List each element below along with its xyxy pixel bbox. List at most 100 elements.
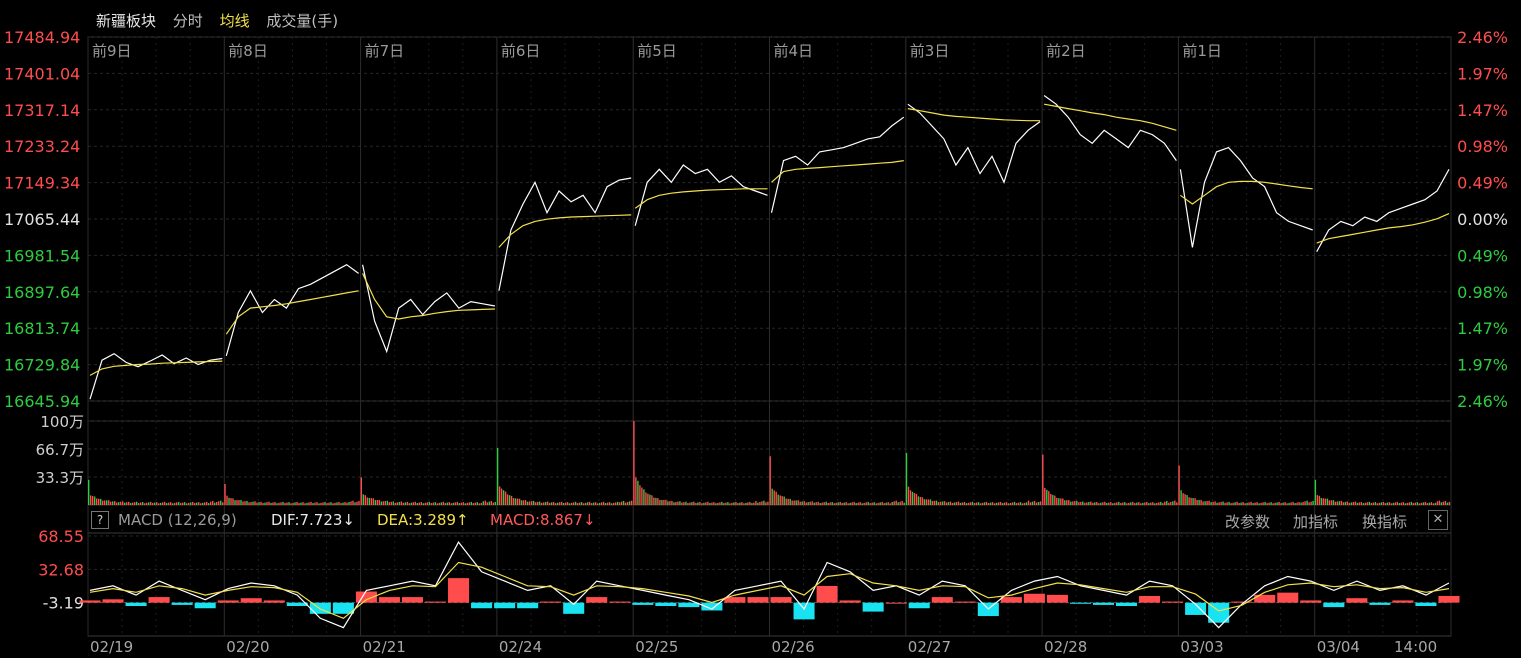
volume-bar (1242, 502, 1244, 505)
volume-bar (1346, 501, 1349, 505)
macd-bar (609, 601, 631, 603)
volume-bar (1120, 503, 1122, 505)
axis-labels: 17484.94 2.46% 17401.04 1.97% 17317.14 1.47% 1… (4, 28, 1508, 613)
volume-bar (975, 502, 978, 505)
volume-bar (1376, 503, 1379, 505)
volume-bar (322, 502, 324, 505)
price-tick-label: 17065.44 (4, 210, 80, 229)
volume-bar (905, 452, 908, 505)
close-icon[interactable]: ✕ (1428, 510, 1448, 530)
volume-bar (370, 498, 372, 505)
volume-bar (1005, 502, 1008, 505)
mode-label[interactable]: 分时 (172, 12, 203, 30)
volume-bar (442, 501, 444, 505)
volume-bar (735, 501, 737, 505)
volume-bar (166, 503, 168, 505)
price-line (225, 263, 359, 357)
volume-bar (639, 485, 641, 505)
volume-bar (362, 494, 364, 505)
day-label: 前4日 (774, 42, 814, 60)
macd-bar (1092, 602, 1115, 605)
volume-bar (637, 480, 639, 505)
volume-bar (1314, 479, 1317, 505)
volume-bar (260, 501, 262, 505)
volume-bar (1300, 502, 1302, 505)
volume-bar (626, 501, 629, 505)
price-line (362, 264, 496, 354)
volume-bar (1080, 501, 1082, 505)
volume-bar (1284, 502, 1286, 505)
volume-bar (1116, 502, 1118, 505)
volume-bar (594, 502, 597, 505)
volume-bar (647, 493, 649, 505)
volume-bar (707, 501, 709, 505)
volume-bar (717, 502, 719, 505)
avg-line-label[interactable]: 均线 (219, 12, 250, 30)
volume-bar (949, 501, 952, 505)
volume-bar (1164, 501, 1166, 505)
volume-bar (1338, 501, 1341, 505)
add-indicator-button[interactable]: 加指标 (1293, 513, 1339, 531)
volume-bar (1035, 502, 1038, 505)
volume-bar (869, 503, 871, 505)
volume-bar (697, 502, 699, 505)
macd-header: ? MACD (12,26,9) DIF:7.723↓ DEA:3.289↑ M… (88, 508, 1451, 532)
macd-bar (1162, 601, 1184, 603)
volume-bar (1182, 493, 1184, 505)
switch-indicator-button[interactable]: 换指标 (1362, 513, 1408, 531)
volume-bar (727, 502, 729, 505)
volume-bar (1374, 502, 1377, 505)
volume-bar (1144, 502, 1146, 505)
volume-bar (927, 499, 930, 505)
volume-bar (761, 501, 763, 505)
volume-bar (516, 498, 519, 505)
volume-bar (1033, 500, 1036, 505)
volume-bar (146, 502, 148, 505)
avg-line (634, 188, 768, 209)
volume-bar (242, 501, 244, 505)
volume-bar (126, 502, 128, 505)
volume-bar (214, 502, 216, 505)
volume-bar (633, 421, 635, 505)
volume-bar (1134, 503, 1136, 505)
volume-bar (150, 501, 152, 505)
macd-params[interactable]: MACD (12,26,9) (118, 511, 237, 529)
day-label: 前5日 (637, 42, 677, 60)
day-label: 前3日 (910, 42, 950, 60)
volume-bar (172, 503, 174, 505)
help-button[interactable]: ? (91, 511, 109, 529)
volume-bar (1042, 454, 1044, 505)
volume-bar (1031, 501, 1034, 505)
volume-bar (1096, 501, 1098, 505)
volume-bar (1218, 502, 1220, 505)
volume-bar (510, 495, 513, 505)
volume-bar (919, 496, 922, 505)
price-line (1179, 146, 1313, 248)
volume-bar (108, 500, 110, 505)
volume-bar (851, 502, 853, 505)
macd-bar (1323, 602, 1345, 608)
volume-bar (552, 501, 555, 505)
volume-bar (526, 501, 529, 505)
volume-bar (981, 502, 984, 505)
volume-bar (590, 503, 593, 505)
volume-bar (384, 501, 386, 505)
sector-name[interactable]: 新疆板块 (96, 12, 157, 30)
volume-bar (921, 497, 924, 505)
volume-bar (1308, 502, 1310, 505)
macd-bar (263, 600, 285, 603)
volume-bar (941, 501, 944, 505)
volume-bar (580, 502, 583, 505)
volume-bar (444, 503, 446, 505)
day-label: 前8日 (228, 42, 268, 60)
volume-bar (1015, 503, 1018, 505)
volume-bar (759, 501, 761, 505)
volume-bar (677, 501, 679, 505)
macd-bar (448, 578, 470, 603)
volume-bar (540, 502, 543, 505)
volume-bar (230, 498, 232, 505)
volume-bar (216, 501, 218, 505)
volume-bar (645, 492, 647, 505)
edit-params-button[interactable]: 改参数 (1225, 513, 1271, 531)
